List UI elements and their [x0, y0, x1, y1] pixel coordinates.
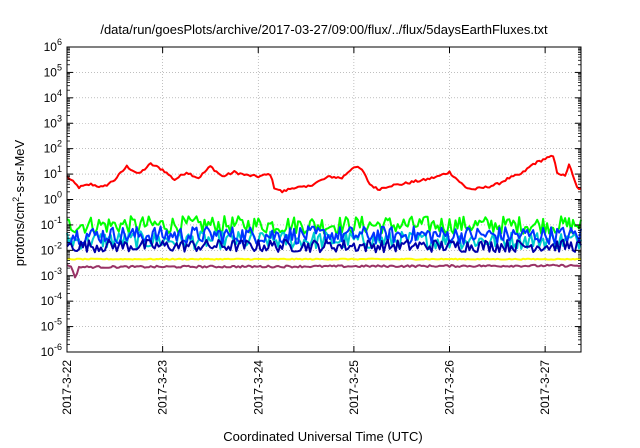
- y-tick-base: 10: [44, 142, 58, 156]
- y-axis-label-rest: -s-sr-MeV: [12, 139, 27, 196]
- y-tick-base: 10: [44, 116, 58, 130]
- y-tick-label: 102: [44, 139, 62, 156]
- y-tick-base: 10: [41, 345, 55, 359]
- y-tick-exp: -2: [54, 240, 62, 250]
- y-tick-label: 105: [44, 62, 62, 79]
- y-tick-exp: -6: [54, 342, 62, 352]
- data-series: [66, 154, 582, 279]
- y-tick-label: 104: [44, 88, 62, 105]
- y-tick-exp: 6: [57, 37, 62, 47]
- y-tick-exp: 1: [57, 164, 62, 174]
- series-line-3: [66, 225, 582, 245]
- series-line-0: [66, 154, 582, 194]
- y-tick-exp: -4: [54, 291, 62, 301]
- series-line-4: [66, 238, 582, 254]
- series-line-2: [66, 230, 582, 251]
- y-tick-label: 10-4: [41, 291, 62, 308]
- y-tick-label: 10-3: [41, 266, 62, 283]
- y-tick-exp: 3: [57, 113, 62, 123]
- y-tick-base: 10: [41, 218, 55, 232]
- y-tick-exp: -1: [54, 215, 62, 225]
- y-tick-exp: -3: [54, 266, 62, 276]
- y-axis-label-main: protons/cm: [12, 202, 27, 266]
- y-tick-exp: -5: [54, 317, 62, 327]
- chart-title: /data/run/goesPlots/archive/2017-03-27/0…: [100, 22, 548, 37]
- y-tick-base: 10: [44, 65, 58, 79]
- y-tick-base: 10: [41, 320, 55, 334]
- y-tick-exp: 5: [57, 62, 62, 72]
- x-axis-label: Coordinated Universal Time (UTC): [223, 429, 422, 444]
- plot-frame: [66, 46, 582, 353]
- y-tick-base: 10: [44, 91, 58, 105]
- y-axis-label: protons/cm2-s-sr-MeV: [11, 139, 27, 266]
- y-tick-base: 10: [44, 40, 58, 54]
- y-tick-label: 106: [44, 37, 62, 54]
- y-tick-base: 10: [41, 294, 55, 308]
- y-tick-label: 103: [44, 113, 62, 130]
- y-tick-label: 10-6: [41, 342, 62, 359]
- x-tick-labels: 2017-3-22 2017-3-23 2017-3-24 2017-3-25 2017…: [60, 360, 552, 415]
- series-line-6: [66, 263, 582, 279]
- x-tick-label: 2017-3-22: [60, 360, 74, 415]
- axes: [66, 46, 582, 353]
- grid-lines: [67, 47, 581, 352]
- x-tick-label: 2017-3-25: [347, 360, 361, 415]
- y-tick-base: 10: [41, 243, 55, 257]
- y-tick-base: 10: [41, 269, 55, 283]
- y-tick-label: 10-2: [41, 240, 62, 257]
- series-line-5: [66, 257, 582, 261]
- y-tick-exp: 4: [57, 88, 62, 98]
- x-tick-label: 2017-3-26: [443, 360, 457, 415]
- y-tick-base: 10: [44, 167, 58, 181]
- y-tick-label: 100: [44, 190, 62, 207]
- y-tick-label: 101: [44, 164, 62, 181]
- y-tick-exp: 2: [57, 139, 62, 149]
- y-axis-label-sup: 2: [11, 197, 21, 202]
- y-tick-base: 10: [44, 193, 58, 207]
- y-tick-label: 10-5: [41, 317, 62, 334]
- y-tick-exp: 0: [57, 190, 62, 200]
- y-tick-label: 10-1: [41, 215, 62, 232]
- x-tick-label: 2017-3-24: [251, 360, 265, 415]
- x-tick-label: 2017-3-23: [156, 360, 170, 415]
- y-tick-labels: 10-610-510-410-310-210-11001011021031041…: [41, 37, 62, 359]
- x-tick-label: 2017-3-27: [538, 360, 552, 415]
